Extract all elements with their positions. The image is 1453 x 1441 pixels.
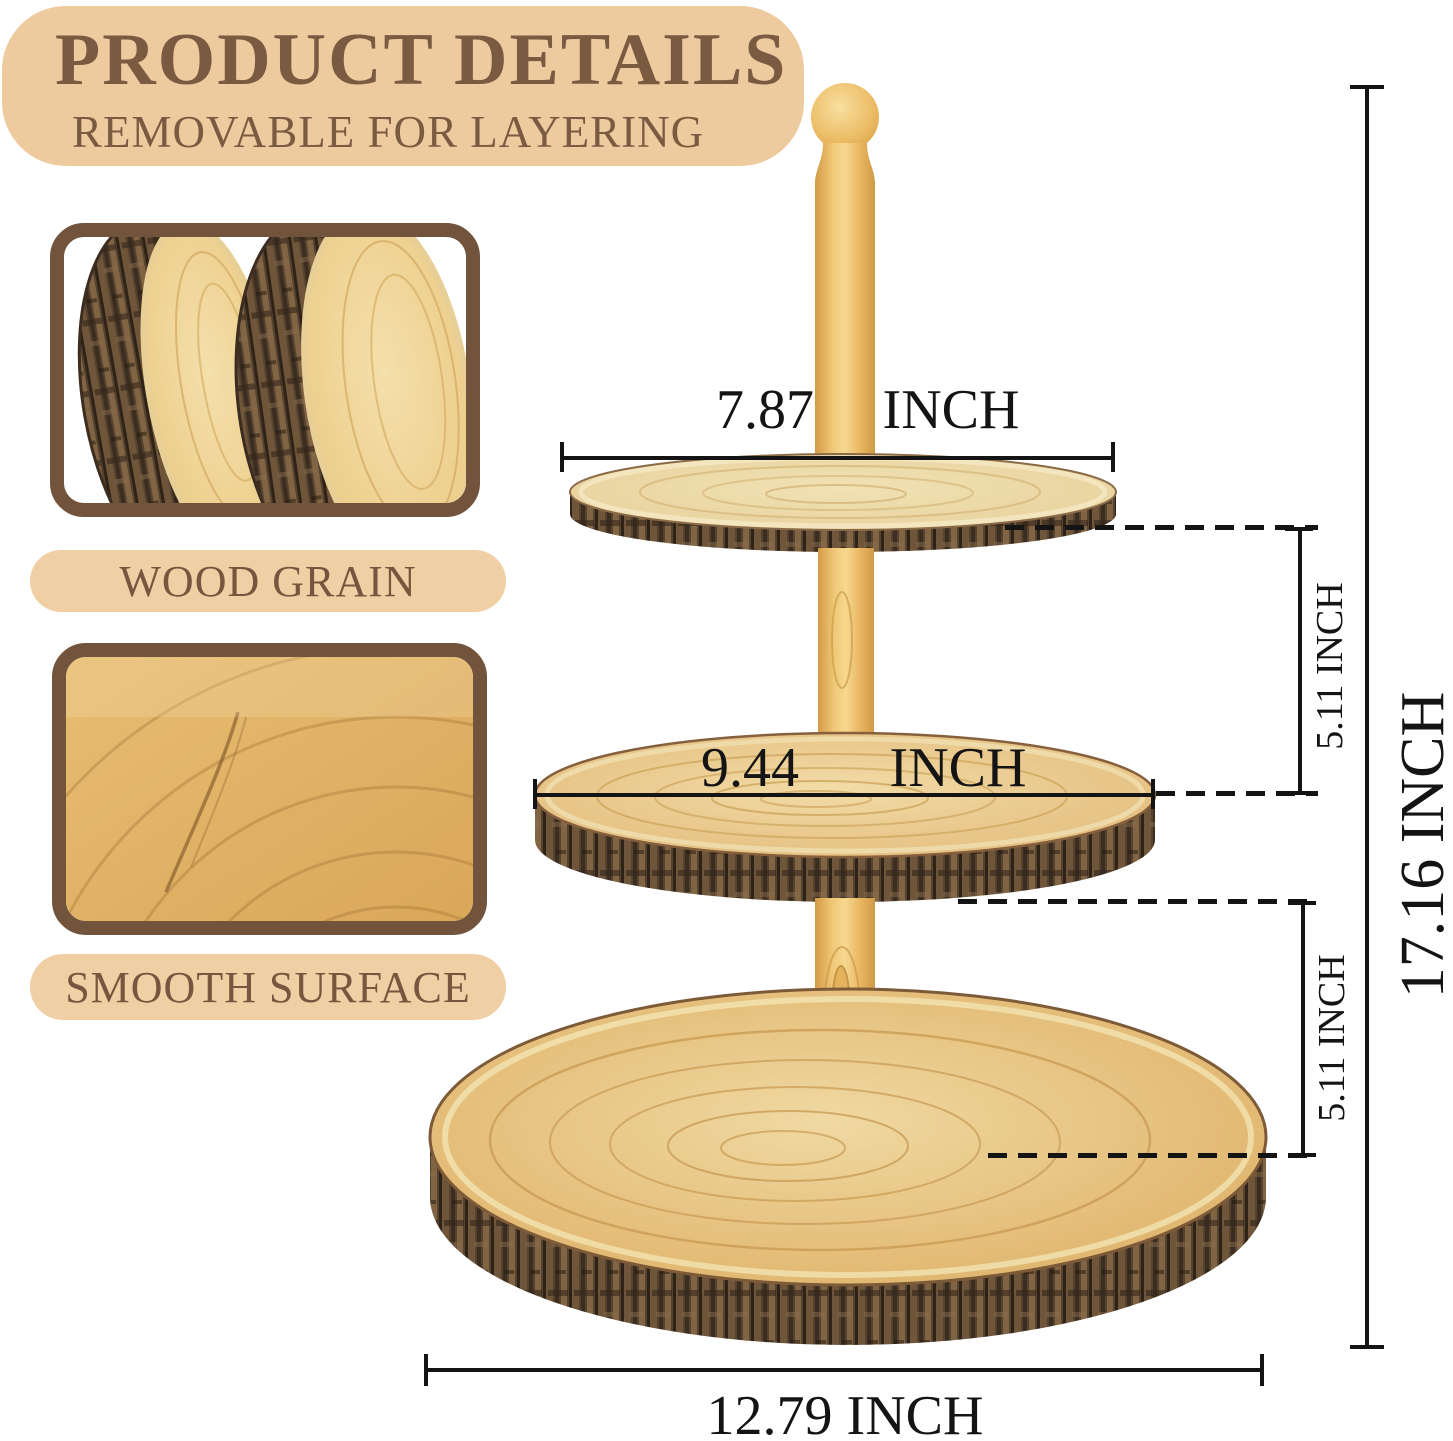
lower-gap-label: 5.11 INCH: [1311, 954, 1353, 1122]
base-dimension-line: [426, 1368, 1264, 1372]
top-tier-bottom-dashed-line: [1005, 525, 1318, 530]
middle-tier-width-value: 9.44: [701, 737, 799, 799]
page-subtitle: REMOVABLE FOR LAYERING: [72, 107, 705, 157]
middle-tier-left-tick: [533, 779, 537, 809]
lower-gap-top-tick: [1288, 901, 1316, 905]
total-height-dimension-line: [1365, 87, 1369, 1347]
lower-gap-bottom-tick: [1288, 1153, 1316, 1157]
top-tier-right-tick: [1111, 442, 1115, 472]
wood-grain-photo: [52, 643, 487, 935]
middle-tier-bottom-dashed-line: [958, 899, 1318, 904]
top-tier-width-value: 7.87: [716, 379, 814, 441]
upper-gap-dimension-line: [1298, 527, 1302, 795]
middle-tier-dimension-line: [535, 793, 1153, 797]
feature-label-wood-grain: WOOD GRAIN: [30, 550, 506, 612]
base-left-tick: [424, 1354, 428, 1386]
lower-gap-dimension-line: [1301, 901, 1305, 1157]
top-tier-dimension-line: [562, 456, 1113, 460]
page-title: PRODUCT DETAILS: [55, 19, 788, 101]
top-tier-width-unit: INCH: [882, 379, 1020, 441]
upper-gap-label: 5.11 INCH: [1309, 582, 1351, 750]
total-height-top-tick: [1350, 85, 1384, 89]
middle-tier-right-tick: [1151, 779, 1155, 809]
total-height-label: 17.16 INCH: [1389, 691, 1453, 999]
wood-grain-illustration: [66, 657, 473, 921]
top-tier-left-tick: [560, 442, 564, 472]
base-top-dashed-line: [988, 1153, 1318, 1158]
middle-tier-top-dashed-line: [1156, 791, 1318, 796]
top-pole: [811, 83, 879, 470]
top-tier: [569, 453, 1117, 552]
base-width-label: 12.79 INCH: [706, 1385, 984, 1441]
upper-gap-bottom-tick: [1285, 791, 1313, 795]
middle-tier-width-unit: INCH: [889, 737, 1027, 799]
bottom-tier: [428, 987, 1268, 1345]
base-right-tick: [1260, 1354, 1264, 1386]
smooth-surface-label: SMOOTH SURFACE: [65, 962, 471, 1012]
total-height-bottom-tick: [1350, 1345, 1384, 1349]
wood-grain-label: WOOD GRAIN: [119, 556, 417, 606]
wood-slices-photo: [50, 223, 480, 517]
wood-slices-illustration: [77, 237, 466, 503]
upper-gap-top-tick: [1285, 527, 1313, 531]
header-pill: [2, 6, 804, 166]
feature-label-smooth-surface: SMOOTH SURFACE: [30, 954, 506, 1020]
